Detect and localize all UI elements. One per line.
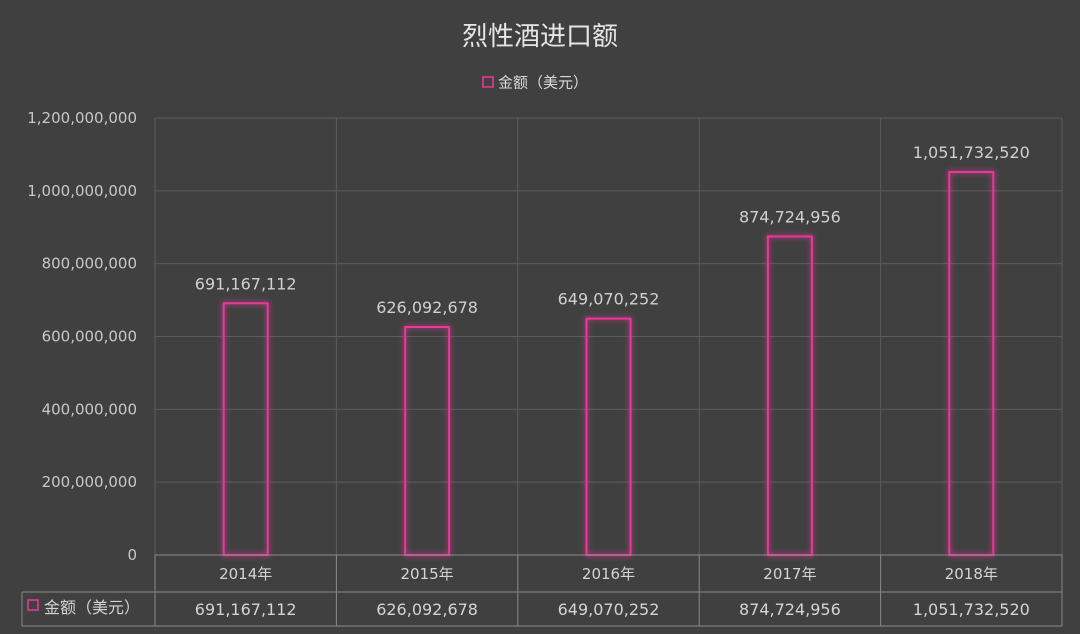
- table-legend-swatch: [27, 599, 39, 611]
- legend: 金额（美元）: [482, 74, 588, 92]
- data-labels: 691,167,112 626,092,678 649,070,252 874,724…: [195, 143, 1030, 317]
- data-label: 649,070,252: [558, 290, 660, 309]
- y-tick-label: 600,000,000: [42, 328, 137, 346]
- y-tick-label: 200,000,000: [42, 473, 137, 491]
- y-tick-label: 1,200,000,000: [27, 109, 137, 127]
- y-tick-label: 0: [127, 546, 137, 564]
- bar: [222, 302, 269, 557]
- bar: [585, 317, 632, 556]
- table-value: 626,092,678: [376, 600, 478, 619]
- data-label: 874,724,956: [739, 207, 841, 226]
- data-label: 691,167,112: [195, 274, 297, 293]
- data-label: 1,051,732,520: [913, 143, 1030, 162]
- y-tick-label: 400,000,000: [42, 400, 137, 418]
- x-category-label: 2016年: [582, 565, 635, 583]
- legend-swatch: [482, 76, 494, 88]
- chart-title: 烈性酒进口额: [462, 22, 618, 52]
- x-category-label: 2015年: [401, 565, 454, 583]
- x-category-label: 2017年: [763, 565, 816, 583]
- y-tick-label: 800,000,000: [42, 255, 137, 273]
- gridlines: [154, 117, 1063, 555]
- table-value: 1,051,732,520: [913, 600, 1030, 619]
- legend-label: 金额（美元）: [498, 74, 588, 92]
- table-value: 874,724,956: [739, 600, 841, 619]
- table-value: 691,167,112: [195, 600, 297, 619]
- x-category-label: 2018年: [945, 565, 998, 583]
- x-category-label: 2014年: [219, 565, 272, 583]
- bar: [948, 170, 995, 556]
- data-label: 626,092,678: [376, 298, 478, 317]
- y-axis-ticks: 0 200,000,000 400,000,000 600,000,000 800,00…: [27, 109, 137, 564]
- bar: [404, 325, 451, 557]
- table-series-label: 金额（美元）: [44, 598, 140, 617]
- y-tick-label: 1,000,000,000: [27, 182, 137, 200]
- table-value: 649,070,252: [558, 600, 660, 619]
- bars: [222, 170, 995, 557]
- data-table: 金额（美元） 2014年 691,167,112 2015年 626,092,678 2…: [21, 554, 1063, 627]
- bar: [766, 235, 813, 557]
